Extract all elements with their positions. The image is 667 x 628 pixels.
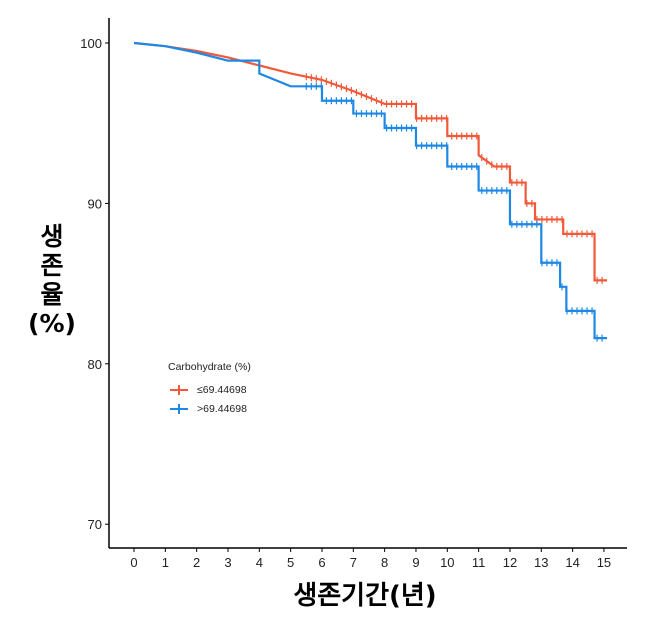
x-tick-label: 6 [318, 555, 325, 570]
x-tick-label: 10 [440, 555, 454, 570]
x-tick-label: 14 [565, 555, 579, 570]
x-tick-label: 11 [472, 555, 486, 570]
y-tick-label: 100 [80, 36, 102, 51]
censor-marks [305, 73, 603, 284]
censor-marks [305, 82, 603, 342]
y-label-line: (%) [28, 309, 76, 338]
legend-key-low-icon [168, 384, 190, 395]
legend-item-high: >69.44698 [168, 399, 251, 418]
x-tick-label: 0 [130, 555, 137, 570]
x-tick-label: 1 [162, 555, 169, 570]
legend-item-low: ≤69.44698 [168, 380, 251, 399]
y-tick-label: 70 [88, 517, 102, 532]
x-axis-label: 생존기간(년) [293, 581, 437, 611]
legend: Carbohydrate (%) ≤69.44698 >69.44698 [168, 361, 251, 418]
legend-key-high-icon [168, 403, 190, 414]
x-tick-label: 12 [503, 555, 517, 570]
x-tick-label: 5 [287, 555, 294, 570]
x-tick-label: 9 [412, 555, 419, 570]
x-tick-label: 15 [597, 555, 611, 570]
x-tick-label: 3 [224, 555, 231, 570]
y-tick-label: 80 [88, 357, 102, 372]
curve-high-carb [133, 41, 608, 340]
y-label-line: 존 [40, 251, 64, 280]
x-tick-label: 2 [193, 555, 200, 570]
y-label-line: 생 [40, 222, 64, 251]
y-tick-label: 90 [88, 196, 102, 211]
x-tick-label: 8 [381, 555, 388, 570]
curve-low-carb [133, 41, 608, 282]
legend-label: ≤69.44698 [197, 383, 247, 396]
legend-title: Carbohydrate (%) [168, 361, 251, 373]
x-tick-label: 4 [256, 555, 263, 570]
y-label-line: 율 [40, 280, 64, 309]
legend-label: >69.44698 [197, 402, 247, 415]
survival-curves [133, 41, 608, 342]
x-tick-label: 13 [534, 555, 548, 570]
y-axis-label: 생 존 율 (%) [22, 222, 82, 338]
x-tick-label: 7 [350, 555, 357, 570]
